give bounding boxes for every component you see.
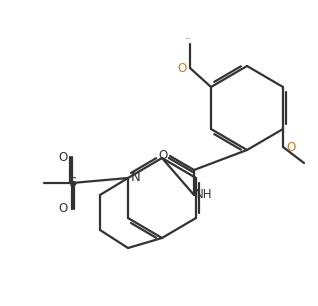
- Text: S: S: [68, 177, 76, 189]
- Text: O: O: [177, 62, 187, 74]
- Text: O: O: [158, 148, 168, 162]
- Text: O: O: [287, 140, 296, 154]
- Text: O: O: [59, 151, 68, 163]
- Text: N: N: [131, 170, 141, 184]
- Text: methoxy: methoxy: [186, 38, 192, 39]
- Text: NH: NH: [195, 188, 213, 201]
- Text: O: O: [59, 203, 68, 215]
